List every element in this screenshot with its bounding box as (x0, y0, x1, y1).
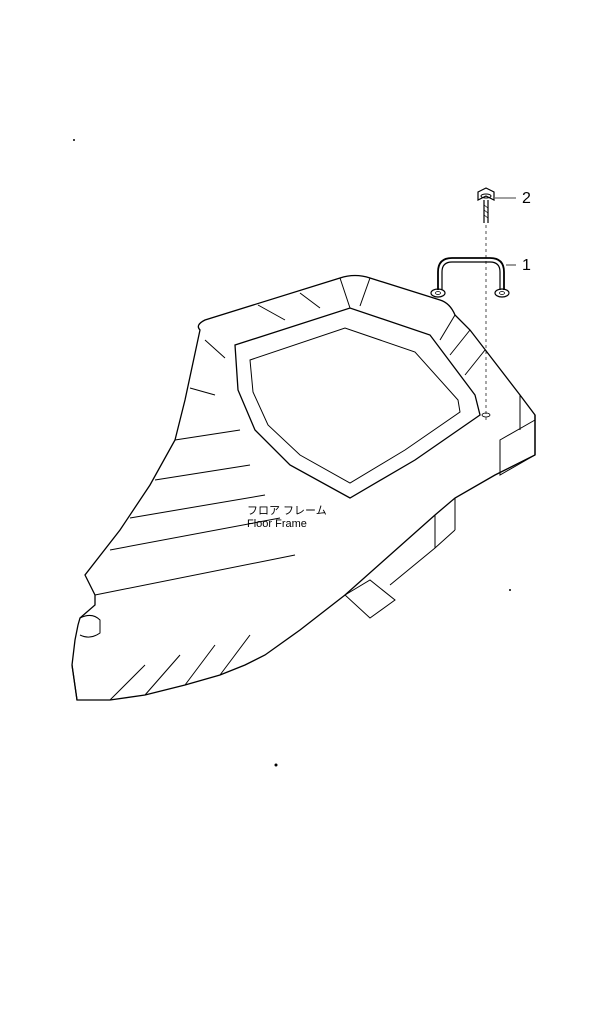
callout-label-2: 2 (522, 190, 531, 208)
technical-diagram: 2 1 フロア フレーム Floor Frame (0, 0, 616, 1009)
bolt-part (478, 188, 516, 223)
dot-artifact (73, 139, 75, 141)
callout-label-1: 1 (522, 257, 531, 275)
label-jp: フロア フレーム (247, 505, 327, 518)
dot-artifact (509, 589, 511, 591)
floor-frame-label: フロア フレーム Floor Frame (247, 505, 327, 531)
handle-bracket-part (431, 258, 516, 297)
floor-frame-body (72, 276, 535, 701)
label-en: Floor Frame (247, 518, 327, 531)
dot-artifact (275, 764, 278, 767)
